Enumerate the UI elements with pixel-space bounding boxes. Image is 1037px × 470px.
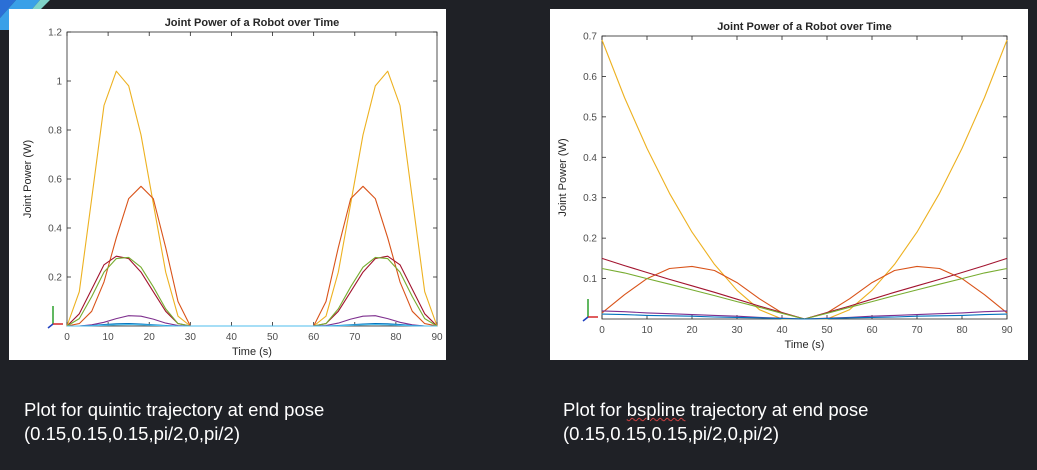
- quintic-power-chart-svg: Joint Power of a Robot over Time 0 10 20 30 4…: [22, 17, 443, 358]
- chart0-ytick-label: 1.2: [48, 28, 62, 39]
- chart1-xtick-label: 30: [731, 325, 743, 336]
- chart1-xtick-label: 80: [956, 325, 968, 336]
- bspline-power-chart-svg: Joint Power of a Robot over Time 0 10 20 30 4…: [557, 21, 1013, 351]
- chart1-xtick-label: 60: [866, 325, 878, 336]
- chart0-ytick-label: 0.6: [48, 175, 62, 186]
- bspline-power-chart: Joint Power of a Robot over Time 0 10 20 30 4…: [550, 9, 1028, 360]
- chart1-ytick-label: 0.4: [583, 153, 597, 164]
- chart0-ytick-label: 0.2: [48, 273, 62, 284]
- chart0-ylabel: Joint Power (W): [22, 140, 34, 218]
- quintic-caption-line1: Plot for quintic trajectory at end pose: [24, 399, 325, 420]
- chart1-xlabel: Time (s): [785, 339, 825, 351]
- chart0-xtick-label: 90: [431, 332, 443, 343]
- chart1-title: Joint Power of a Robot over Time: [717, 21, 892, 33]
- chart1-xtick-label: 90: [1001, 325, 1013, 336]
- chart0-title: Joint Power of a Robot over Time: [165, 17, 340, 29]
- chart1-xtick-label: 50: [821, 325, 833, 336]
- chart1-plot-area: [601, 35, 1008, 320]
- chart0-xtick-label: 80: [390, 332, 402, 343]
- chart0-xlabel: Time (s): [232, 346, 272, 358]
- chart1-xtick-label: 70: [911, 325, 923, 336]
- chart1-ytick-label: 0.6: [583, 72, 597, 83]
- chart0-xtick-label: 30: [185, 332, 197, 343]
- chart0-xtick-label: 40: [226, 332, 238, 343]
- chart0-xtick-label: 20: [144, 332, 156, 343]
- chart0-ytick-label: 1: [56, 77, 62, 88]
- chart0-ytick-label: 0.4: [48, 224, 62, 235]
- quintic-caption-line2: (0.15,0.15,0.15,pi/2,0,pi/2): [24, 423, 240, 444]
- chart1-ytick-label: 0.3: [583, 193, 597, 204]
- chart1-ytick-label: 0.1: [583, 274, 597, 285]
- chart1-series-line: [601, 313, 1008, 320]
- chart1-xtick-label: 10: [641, 325, 653, 336]
- chart1-ytick-label: 0.7: [583, 32, 597, 43]
- chart0-xtick-label: 0: [64, 332, 70, 343]
- chart1-triad-z-axis: [582, 316, 589, 322]
- bspline-caption-line1: Plot for bspline trajectory at end pose: [563, 398, 1023, 422]
- chart0-xtick-label: 50: [267, 332, 279, 343]
- chart0-series-line: [67, 323, 437, 327]
- chart1-xtick-label: 40: [776, 325, 788, 336]
- bspline-caption-line2: (0.15,0.15,0.15,pi/2,0,pi/2): [563, 423, 779, 444]
- chart1-xtick-label: 20: [686, 325, 698, 336]
- chart1-ylabel: Joint Power (W): [557, 138, 569, 216]
- chart0-triad-z-axis: [47, 323, 54, 329]
- chart0-plot-area: [66, 31, 438, 327]
- bspline-caption-prefix: Plot for: [563, 399, 627, 420]
- bspline-caption: Plot for bspline trajectory at end pose …: [563, 398, 1023, 446]
- chart1-xtick-label: 0: [599, 325, 605, 336]
- quintic-caption: Plot for quintic trajectory at end pose …: [24, 398, 444, 446]
- chart0-xtick-label: 10: [103, 332, 115, 343]
- chart0-xtick-label: 60: [308, 332, 320, 343]
- chart0-xtick-label: 70: [349, 332, 361, 343]
- chart1-ytick-label: 0.5: [583, 112, 597, 123]
- chart1-ytick-label: 0.2: [583, 234, 597, 245]
- chart0-ytick-label: 0.8: [48, 126, 62, 137]
- quintic-power-chart: Joint Power of a Robot over Time 0 10 20 30 4…: [9, 9, 446, 360]
- bspline-caption-word: bspline: [626, 399, 686, 420]
- bspline-caption-suffix: trajectory at end pose: [685, 399, 869, 420]
